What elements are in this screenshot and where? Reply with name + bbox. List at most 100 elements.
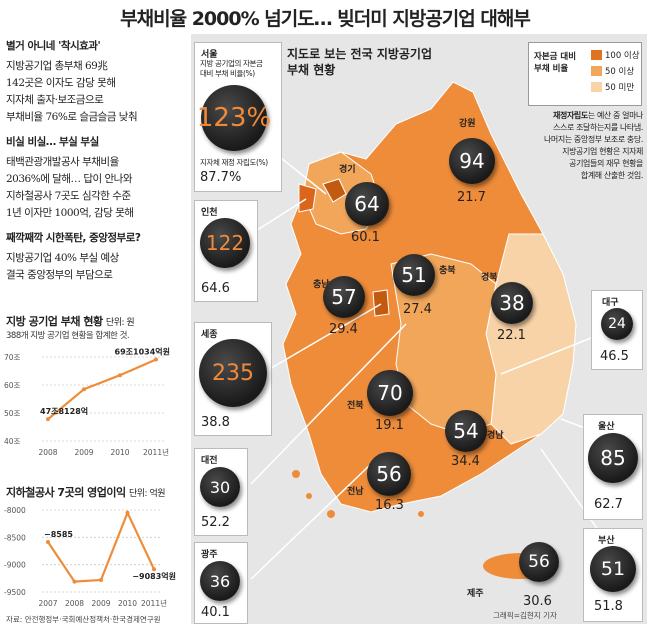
legend-items: 100 이상 50 이상 50 미만 [591, 49, 640, 93]
seoul-fin-label: 지자체 재정 자립도(%) [200, 158, 268, 167]
data-point [46, 417, 50, 422]
debt-circle: 51 [393, 254, 435, 296]
debt-circle: 38 [491, 282, 533, 324]
y-tick-label: 60조 [4, 381, 21, 390]
map-title: 지도로 보는 전국 지방공기업 부채 현황 [287, 47, 433, 77]
debt-circle: 56 [519, 542, 559, 582]
y-tick-label: 70조 [4, 353, 21, 362]
finance-value: 64.6 [201, 281, 230, 296]
debt-circle: 122 [200, 218, 250, 268]
legend-swatch [591, 66, 602, 76]
y-tick-label: 50조 [4, 409, 21, 418]
finance-value: 38.8 [201, 415, 230, 430]
x-tick-label: 2009 [74, 448, 93, 457]
region-name: 경기 [339, 165, 356, 175]
legend-label: 50 이상 [605, 67, 635, 77]
op-line-chart: -8000 -8500 -9000 -9500 2007 2008 2009 2010 2011… [4, 506, 176, 608]
seoul-box: 서울 지방 공기업의 자본금 대비 부채 비율(%) 123% 지자체 재정 자립… [194, 42, 282, 192]
finance-value: 62.7 [594, 497, 623, 512]
y-tick-label: -9000 [4, 561, 26, 570]
op-chart-header: 지하철공사 7곳의 영업이익 단위: 억원 [6, 484, 188, 500]
debt-circle: 235 [199, 339, 267, 407]
legend-item: 50 이상 [591, 65, 640, 77]
finance-value: 87.7% [200, 170, 242, 185]
region-name: 세종 [201, 330, 218, 340]
finance-value: 19.1 [375, 418, 404, 433]
sejong-box: 세종 235 38.8 [194, 322, 272, 436]
debt-circle: 85 [588, 433, 638, 483]
daegu-box: 대구 24 46.5 [591, 290, 643, 370]
x-tick-label: 2009 [91, 599, 110, 608]
region-name: 제주 [467, 589, 484, 599]
finance-value: 22.1 [497, 328, 526, 343]
finance-value: 27.4 [403, 302, 432, 317]
region-name: 충남 [313, 280, 330, 290]
data-point [125, 510, 130, 515]
region-name: 강원 [459, 119, 476, 129]
section-3-heading: 째깍째깍 시한폭탄, 중앙정부로? [6, 232, 141, 244]
debt-circle: 94 [449, 138, 495, 184]
debt-circle: 51 [590, 546, 636, 592]
finance-value: 52.2 [201, 515, 230, 530]
legend-item: 50 미만 [591, 81, 640, 93]
finance-value: 16.3 [375, 498, 404, 513]
data-point [72, 579, 77, 584]
debt-chart-subtitle: 388개 지방 공기업 현황을 합계한 것. [6, 331, 130, 341]
region-name: 전북 [347, 401, 364, 411]
section-1-line: 지자체 출자·보조금으로 [6, 94, 104, 106]
section-2-line: 2036%에 달해… 답이 안나와 [6, 173, 133, 185]
ulsan-box: 울산 85 62.7 [583, 414, 643, 520]
finance-value: 29.4 [329, 322, 358, 337]
data-point [46, 539, 50, 544]
region-name: 전남 [347, 487, 364, 497]
op-chart-title: 지하철공사 7곳의 영업이익 단위: 억원 [6, 486, 166, 499]
map-panel: 지도로 보는 전국 지방공기업 부채 현황 자본금 대비 부채 비율 100 이상… [191, 34, 647, 624]
incheon-region [298, 183, 317, 213]
x-tick-label: 2011년 [143, 447, 169, 457]
section-3-line: 지방공기업 40% 부실 예상 [6, 252, 119, 264]
data-point [82, 387, 86, 392]
x-tick-label: 2011년 [141, 598, 167, 608]
x-tick-label: 2007 [38, 599, 57, 608]
region-name: 대전 [201, 456, 218, 466]
debt-circle: 54 [445, 410, 487, 452]
section-1-heading: 별거 아니네 '착시효과' [6, 40, 101, 52]
section-2-line: 지하철공사 7곳도 심각한 수준 [6, 190, 131, 202]
graphic-credit: 그래픽=김현지 기자 [493, 611, 557, 620]
page-title: 부채비율 2000% 넘기도… 빚더미 지방공기업 대해부 [120, 8, 531, 30]
source-note: 자료: 안전행정부·국회예산정책처·한국경제연구원 [6, 615, 161, 624]
data-label-start: 47조8128억 [40, 406, 88, 416]
left-column: 별거 아니네 '착시효과' 지방공기업 총부채 69兆 142곳은 이자도 감당… [6, 34, 188, 284]
x-tick-label: 2010 [110, 448, 129, 457]
section-2-line: 태백관광개발공사 부채비율 [6, 156, 119, 168]
finance-value: 46.5 [600, 349, 629, 364]
legend-label: 100 이상 [605, 51, 640, 61]
korea-map [250, 81, 602, 580]
section-2-heading: 비실 비실… 부실 부실 [6, 136, 99, 148]
region-name: 충북 [439, 266, 456, 276]
gwangju-box: 광주 36 40.1 [194, 542, 248, 624]
debt-circle: 64 [345, 182, 389, 226]
y-tick-label: -9500 [4, 588, 26, 597]
region-name: 경북 [481, 273, 498, 283]
debt-circle: 70 [367, 370, 413, 416]
legend-swatch [591, 50, 602, 60]
legend: 자본금 대비 부채 비율 100 이상 50 이상 50 미만 [528, 42, 642, 106]
region-name: 울산 [598, 422, 615, 432]
data-point [154, 357, 158, 362]
x-tick-label: 2008 [38, 448, 57, 457]
finance-value: 34.4 [451, 454, 480, 469]
debt-circle: 36 [200, 561, 240, 601]
data-label-end: 69조1034억원 [115, 347, 170, 357]
region-name: 서울 [201, 50, 218, 60]
central-medium-region [390, 253, 497, 435]
finance-value: 51.8 [594, 599, 623, 614]
region-name: 광주 [201, 550, 218, 560]
y-tick-label: -8500 [4, 533, 26, 542]
incheon-box: 인천 122 64.6 [194, 200, 258, 302]
debt-circle: 56 [367, 452, 411, 496]
legend-title: 자본금 대비 부채 비율 [534, 52, 577, 74]
data-label-end: −9083억원 [132, 571, 176, 581]
finance-value: 40.1 [201, 605, 230, 620]
section-1-line: 부채비율 76%로 슬금슬금 낮춰 [6, 111, 138, 123]
